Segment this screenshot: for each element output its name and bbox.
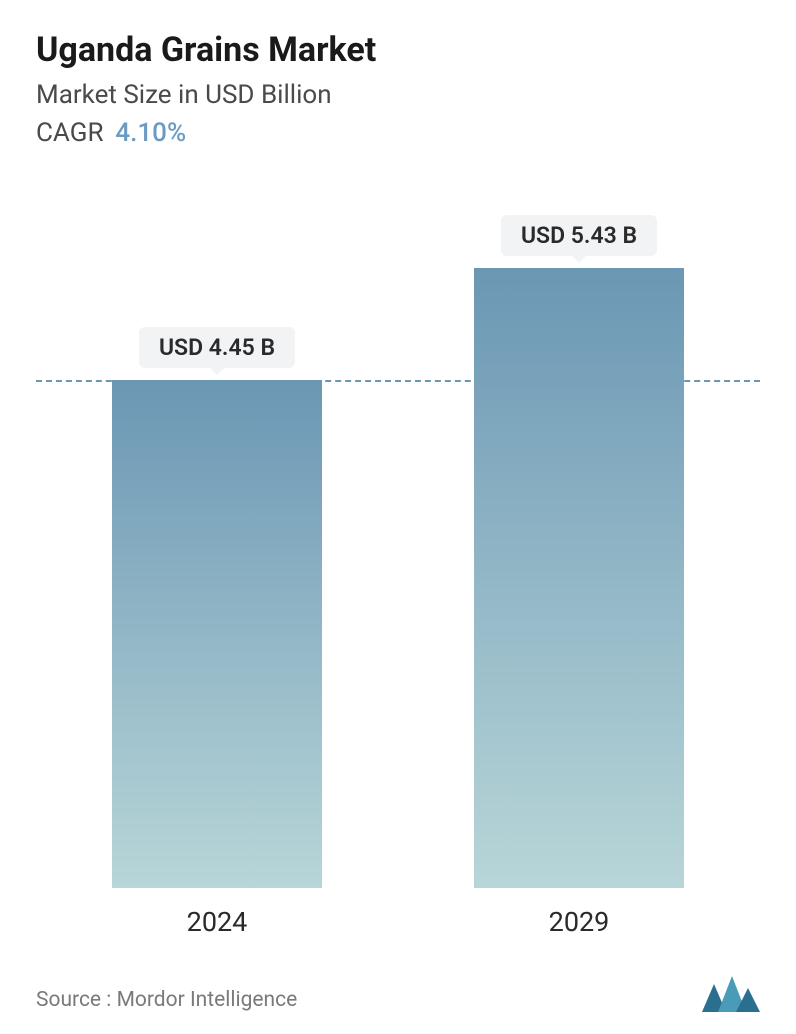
bars-wrap: USD 4.45 B USD 5.43 B bbox=[36, 218, 760, 888]
x-label-0: 2024 bbox=[77, 906, 357, 938]
cagr-label: CAGR bbox=[36, 118, 103, 148]
bar-group-1: USD 5.43 B bbox=[439, 215, 719, 888]
chart-area: USD 4.45 B USD 5.43 B 2024 2029 bbox=[36, 218, 760, 938]
chart-container: Uganda Grains Market Market Size in USD … bbox=[0, 0, 796, 1034]
cagr-row: CAGR 4.10% bbox=[36, 118, 760, 148]
x-axis-labels: 2024 2029 bbox=[36, 906, 760, 938]
bar-1 bbox=[474, 268, 684, 888]
logo-icon bbox=[702, 974, 760, 1012]
source-text: Source : Mordor Intelligence bbox=[36, 988, 297, 1012]
bar-group-0: USD 4.45 B bbox=[77, 327, 357, 888]
chart-subtitle: Market Size in USD Billion bbox=[36, 80, 760, 110]
chart-title: Uganda Grains Market bbox=[36, 30, 760, 70]
bar-0 bbox=[112, 380, 322, 888]
cagr-value: 4.10% bbox=[115, 118, 186, 148]
x-label-1: 2029 bbox=[439, 906, 719, 938]
chart-footer: Source : Mordor Intelligence bbox=[36, 974, 760, 1012]
value-pill-0: USD 4.45 B bbox=[139, 327, 295, 368]
value-pill-1: USD 5.43 B bbox=[501, 215, 657, 256]
